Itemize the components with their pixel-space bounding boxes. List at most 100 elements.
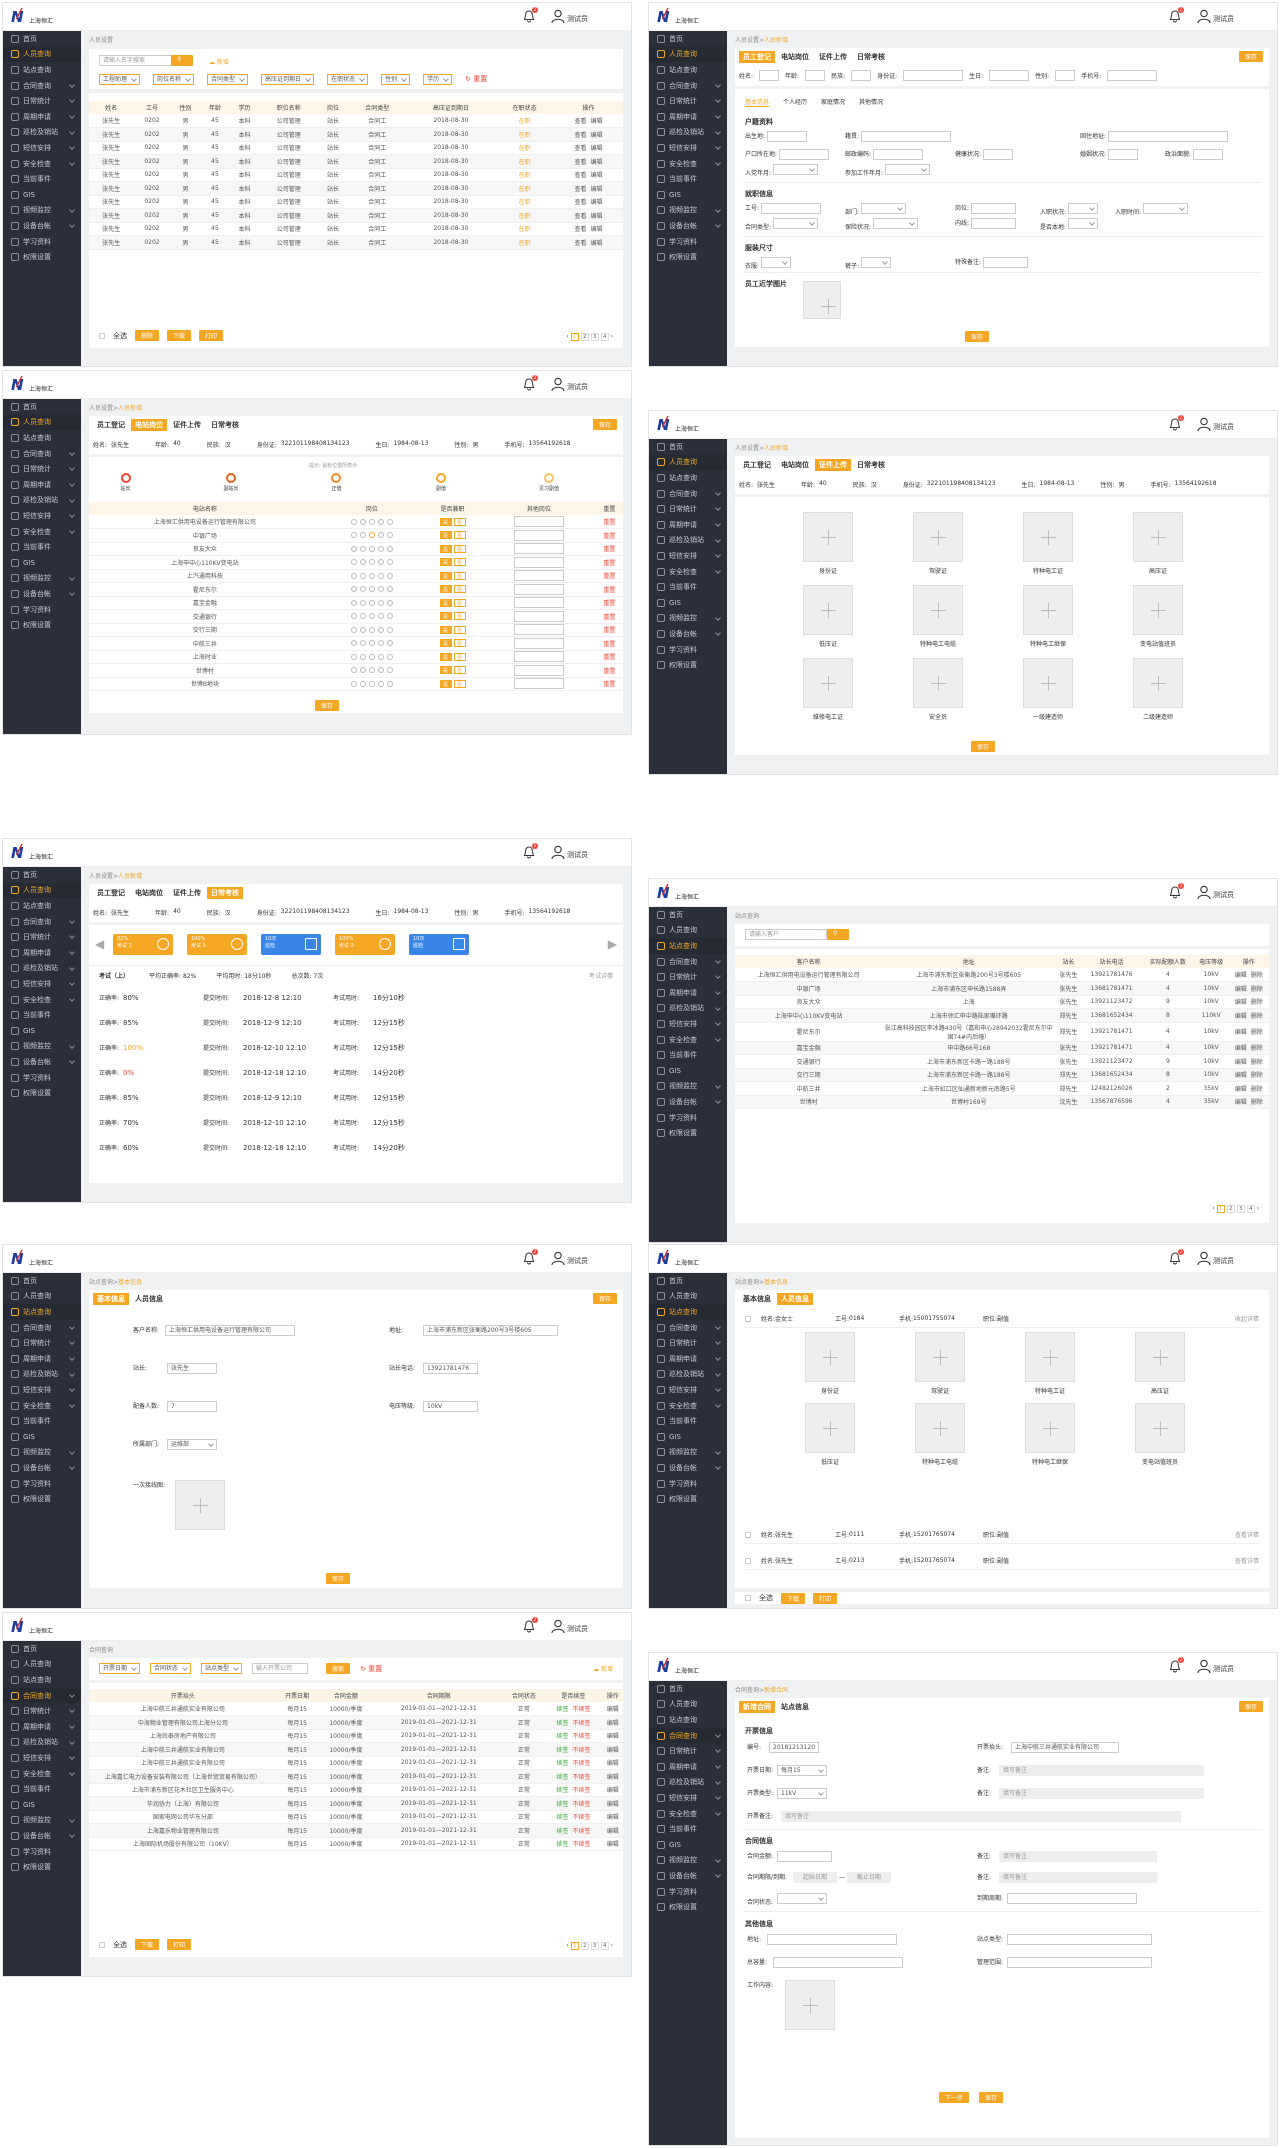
- save-button[interactable]: 保存: [971, 741, 996, 752]
- sidebar-item[interactable]: 合同查询: [649, 1320, 727, 1336]
- table-row[interactable]: 上海中航三井通航实业有限公司 每月15 10000/季度 2019-01-01—202…: [89, 1742, 623, 1757]
- exam-detail-link[interactable]: 考试详情: [588, 973, 613, 980]
- next-step-button[interactable]: 下一步: [939, 2092, 970, 2103]
- post-radio[interactable]: [359, 653, 366, 660]
- sidebar-item[interactable]: 权限设置: [3, 617, 81, 633]
- no-button[interactable]: 否: [453, 625, 466, 634]
- sidebar-item[interactable]: GIS: [3, 1429, 81, 1445]
- tab-station-post[interactable]: 电站岗位: [135, 889, 163, 897]
- edit-link[interactable]: 编辑: [602, 1702, 623, 1716]
- sidebar-item[interactable]: 首页: [649, 439, 727, 455]
- other-post-input[interactable]: [513, 543, 564, 555]
- remark-input[interactable]: 填写备注: [999, 1765, 1205, 1776]
- delete-link[interactable]: 删除: [1250, 1045, 1263, 1053]
- save-button[interactable]: 保存: [592, 419, 617, 430]
- filter-select[interactable]: 工程助理: [99, 74, 141, 85]
- select-all-checkbox[interactable]: [99, 1941, 105, 1948]
- sidebar-item[interactable]: 学习资料: [649, 1476, 727, 1492]
- post-radio[interactable]: [368, 680, 375, 687]
- post-radio[interactable]: [377, 559, 384, 566]
- search-button[interactable]: 搜索: [326, 1663, 351, 1674]
- post-radio[interactable]: [350, 667, 357, 674]
- page-2[interactable]: 2: [580, 333, 589, 341]
- sidebar-item[interactable]: 人员查询: [649, 454, 727, 471]
- edit-link[interactable]: 编辑: [602, 1769, 623, 1784]
- post-radio[interactable]: [386, 599, 393, 606]
- sidebar-item[interactable]: 学习资料: [649, 1110, 727, 1126]
- staff-count-input[interactable]: 7: [167, 1401, 218, 1412]
- delete-link[interactable]: 删除: [1250, 1085, 1263, 1093]
- sidebar-item[interactable]: 安全检查: [649, 1398, 727, 1414]
- table-row[interactable]: 上海中航三井通航实业有限公司 每月15 10000/季度 2019-01-01—202…: [89, 1702, 623, 1716]
- no-renew-link[interactable]: 不续签: [572, 1800, 591, 1808]
- edit-link[interactable]: 编辑: [590, 185, 603, 193]
- print-button[interactable]: 打印: [199, 330, 224, 341]
- post-radio[interactable]: [359, 680, 366, 687]
- select[interactable]: [761, 257, 792, 268]
- table-row[interactable]: 张先生 0202 男 45 本科 公司管理 站长 合同工 2018-08-30 在职 查看 编辑: [89, 114, 623, 128]
- sidebar-item[interactable]: 巡检及销站: [3, 1735, 81, 1751]
- delete-link[interactable]: 删除: [1250, 1072, 1263, 1080]
- select[interactable]: [861, 257, 892, 268]
- search-input[interactable]: 输入开票公司: [252, 1663, 309, 1674]
- sidebar-item[interactable]: 学习资料: [649, 1884, 727, 1900]
- sidebar-item[interactable]: 设备台帐: [3, 586, 81, 602]
- reset-button[interactable]: 重置: [603, 586, 616, 594]
- reset-button[interactable]: 重置: [603, 573, 616, 581]
- download-button[interactable]: 下载: [781, 1592, 806, 1604]
- sidebar-item[interactable]: 站点查询: [3, 62, 81, 78]
- user-menu[interactable]: 测试员: [551, 377, 631, 393]
- sidebar-item[interactable]: 站点查询: [649, 62, 727, 78]
- sidebar-item[interactable]: 安全检查: [649, 156, 727, 172]
- post-radio[interactable]: [377, 545, 384, 552]
- post-radio[interactable]: [359, 626, 366, 633]
- post-radio[interactable]: [386, 626, 393, 633]
- sidebar-item[interactable]: 首页: [649, 1681, 727, 1697]
- sidebar-item[interactable]: 权限设置: [3, 1859, 81, 1875]
- no-button[interactable]: 否: [453, 639, 466, 648]
- save-button[interactable]: 保存: [1238, 1701, 1263, 1712]
- sidebar-item[interactable]: 权限设置: [649, 657, 727, 673]
- tab-new-contract[interactable]: 新增合同: [739, 1701, 775, 1713]
- reset-button[interactable]: 重置: [603, 640, 616, 648]
- edit-link[interactable]: 编辑: [602, 1783, 623, 1797]
- sidebar-item[interactable]: 巡检及销站: [3, 961, 81, 977]
- edit-link[interactable]: 编辑: [1234, 1012, 1247, 1020]
- reset-button[interactable]: 重置: [603, 559, 616, 567]
- upload-photo[interactable]: [1023, 512, 1073, 562]
- sidebar-item[interactable]: GIS: [3, 1023, 81, 1039]
- yes-button[interactable]: 是: [439, 517, 452, 526]
- edit-link[interactable]: 编辑: [590, 239, 603, 247]
- view-link[interactable]: 查看: [574, 212, 587, 220]
- sidebar-item[interactable]: 周期申请: [649, 985, 727, 1001]
- address-input[interactable]: 上海市浦东新区张衡路200号3号楼605: [423, 1325, 559, 1336]
- sidebar-item[interactable]: 短信安排: [3, 1382, 81, 1398]
- sidebar-item[interactable]: 视频监控: [3, 1039, 81, 1055]
- cert-photo[interactable]: 特种电工证: [993, 512, 1103, 575]
- sidebar-item[interactable]: 学习资料: [3, 602, 81, 618]
- no-button[interactable]: 否: [453, 612, 466, 621]
- nation-input[interactable]: [851, 70, 872, 81]
- sidebar-item[interactable]: 安全检查: [3, 524, 81, 540]
- user-menu[interactable]: 测试员: [1197, 885, 1277, 901]
- sidebar-item[interactable]: 短信安排: [3, 1750, 81, 1766]
- page-4[interactable]: 4: [600, 1942, 609, 1950]
- sidebar-item[interactable]: 设备台帐: [649, 1460, 727, 1476]
- renew-link[interactable]: 续签: [556, 1827, 569, 1835]
- edit-link[interactable]: 编辑: [590, 226, 603, 234]
- post-radio[interactable]: [350, 518, 357, 525]
- upload-photo[interactable]: [803, 585, 853, 635]
- cert-photo[interactable]: 驾驶证: [885, 1332, 995, 1395]
- yes-button[interactable]: 是: [439, 639, 452, 648]
- table-row[interactable]: 良友大众 上海 张先生 13921123472 9 10kV 编辑 删除: [735, 995, 1269, 1009]
- select[interactable]: [773, 218, 819, 229]
- sidebar-item[interactable]: 安全检查: [3, 1398, 81, 1414]
- age-input[interactable]: [805, 70, 826, 81]
- upload-work-content[interactable]: [785, 1980, 835, 2030]
- name-input[interactable]: [759, 70, 780, 81]
- post-radio[interactable]: [359, 572, 366, 579]
- edit-link[interactable]: 编辑: [602, 1837, 623, 1851]
- cert-photo[interactable]: 特种电工电缆: [883, 585, 993, 648]
- page-2[interactable]: 2: [580, 1942, 589, 1950]
- sidebar-item[interactable]: 合同查询: [649, 78, 727, 94]
